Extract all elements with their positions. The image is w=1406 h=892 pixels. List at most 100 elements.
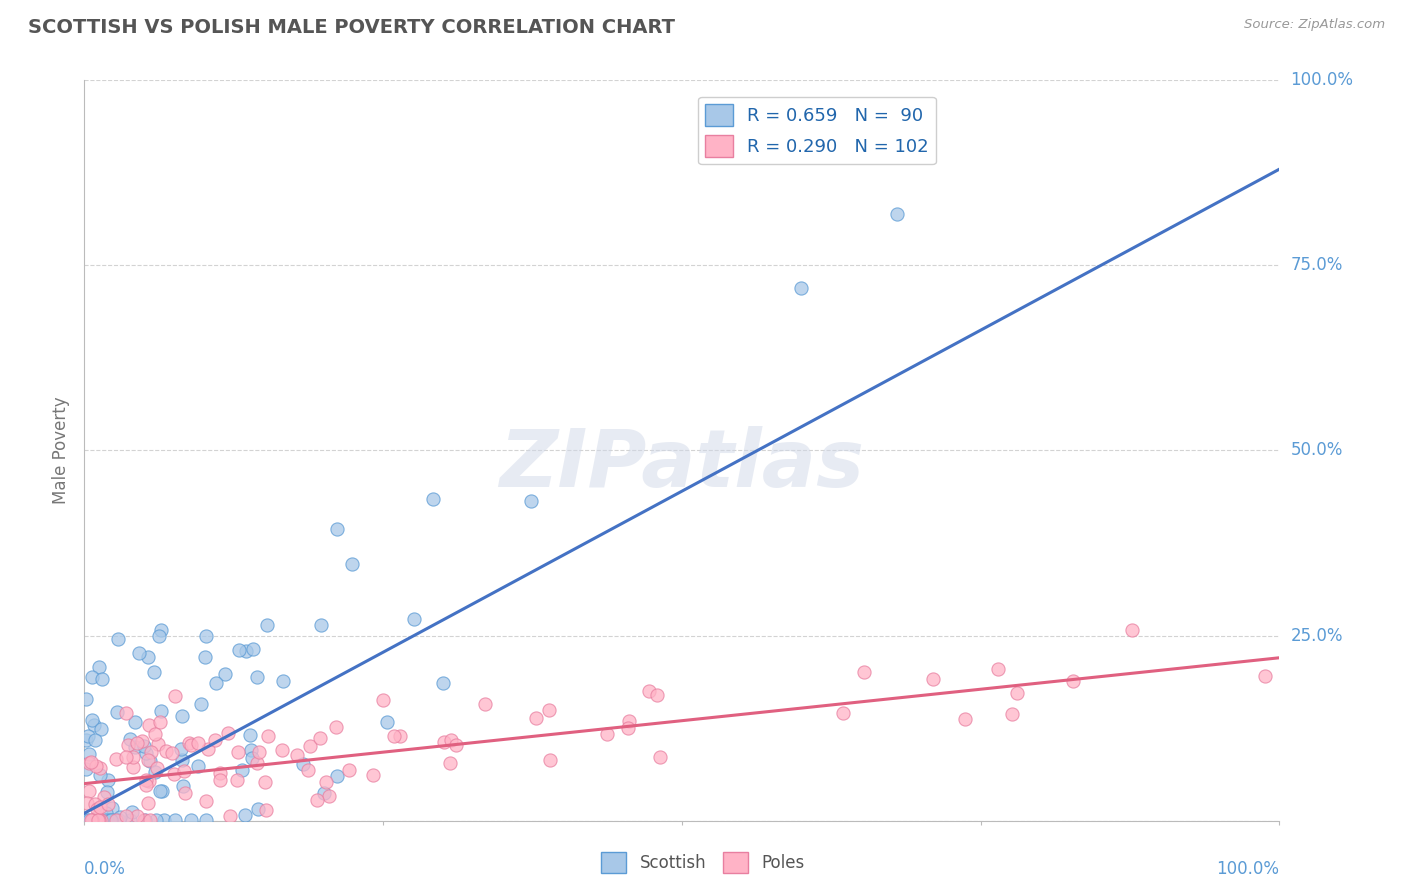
- Point: [76, 796, 98, 810]
- Point: [433, 734, 456, 748]
- Text: 50.0%: 50.0%: [1291, 442, 1343, 459]
- Point: [77, 747, 100, 761]
- Point: [987, 662, 1010, 676]
- Point: [637, 684, 659, 698]
- Point: [75, 732, 97, 747]
- Point: [89, 799, 111, 814]
- Point: [254, 803, 277, 817]
- Point: [143, 726, 166, 740]
- Point: [79, 784, 101, 798]
- Point: [326, 769, 349, 783]
- Point: [253, 775, 276, 789]
- Point: [97, 797, 120, 811]
- Point: [107, 632, 129, 646]
- Point: [645, 688, 668, 702]
- Point: [86, 810, 108, 824]
- Point: [246, 756, 269, 771]
- Point: [953, 712, 976, 726]
- Point: [285, 747, 308, 762]
- Point: [170, 709, 193, 723]
- Point: [297, 763, 319, 777]
- Point: [139, 813, 162, 827]
- Point: [371, 692, 394, 706]
- Point: [194, 650, 217, 665]
- Point: [124, 715, 146, 730]
- Point: [108, 809, 131, 823]
- Point: [96, 785, 118, 799]
- Point: [145, 764, 167, 779]
- Point: [240, 743, 263, 757]
- Point: [138, 650, 160, 665]
- Point: [103, 813, 125, 827]
- Point: [104, 813, 127, 827]
- Text: 25.0%: 25.0%: [1291, 626, 1343, 645]
- Point: [226, 745, 249, 759]
- Point: [90, 723, 112, 737]
- Point: [134, 813, 156, 827]
- Point: [80, 755, 103, 769]
- Point: [256, 617, 278, 632]
- Point: [382, 729, 405, 743]
- Point: [100, 813, 122, 827]
- Point: [104, 752, 127, 766]
- Point: [149, 704, 172, 718]
- Point: [245, 670, 267, 684]
- Point: [115, 809, 138, 823]
- Point: [852, 665, 875, 679]
- Point: [404, 612, 426, 626]
- Point: [340, 557, 363, 571]
- Y-axis label: Male Poverty: Male Poverty: [52, 397, 70, 504]
- Point: [125, 809, 148, 823]
- Point: [172, 753, 194, 767]
- Point: [118, 732, 141, 747]
- Point: [309, 618, 332, 632]
- Text: 100.0%: 100.0%: [1291, 71, 1354, 89]
- Point: [108, 813, 131, 827]
- Point: [361, 767, 384, 781]
- Point: [125, 736, 148, 750]
- Point: [150, 784, 173, 798]
- Point: [90, 813, 112, 827]
- Point: [117, 738, 139, 752]
- Point: [204, 676, 226, 690]
- Point: [77, 813, 100, 827]
- Point: [204, 732, 226, 747]
- Point: [160, 746, 183, 760]
- Point: [87, 813, 110, 827]
- Point: [616, 721, 638, 735]
- Point: [790, 280, 813, 294]
- Text: SCOTTISH VS POLISH MALE POVERTY CORRELATION CHART: SCOTTISH VS POLISH MALE POVERTY CORRELAT…: [28, 18, 675, 37]
- Point: [312, 786, 335, 800]
- Point: [444, 738, 467, 752]
- Text: 75.0%: 75.0%: [1291, 256, 1343, 275]
- Point: [538, 753, 561, 767]
- Point: [292, 756, 315, 771]
- Point: [96, 813, 118, 827]
- Point: [163, 767, 186, 781]
- Point: [650, 750, 672, 764]
- Point: [82, 714, 104, 728]
- Point: [177, 736, 200, 750]
- Point: [617, 714, 640, 728]
- Point: [270, 742, 292, 756]
- Point: [187, 736, 209, 750]
- Point: [155, 744, 177, 758]
- Point: [219, 809, 242, 823]
- Point: [79, 813, 101, 827]
- Point: [114, 706, 136, 720]
- Point: [139, 745, 162, 759]
- Point: [209, 772, 232, 787]
- Point: [101, 801, 124, 815]
- Point: [76, 813, 98, 827]
- Point: [180, 813, 202, 827]
- Point: [138, 718, 160, 732]
- Point: [325, 720, 347, 734]
- Point: [89, 768, 111, 782]
- Point: [257, 730, 280, 744]
- Point: [194, 813, 217, 827]
- Point: [214, 667, 236, 681]
- Point: [831, 706, 853, 720]
- Point: [148, 737, 170, 751]
- Point: [309, 731, 332, 745]
- Point: [149, 715, 172, 730]
